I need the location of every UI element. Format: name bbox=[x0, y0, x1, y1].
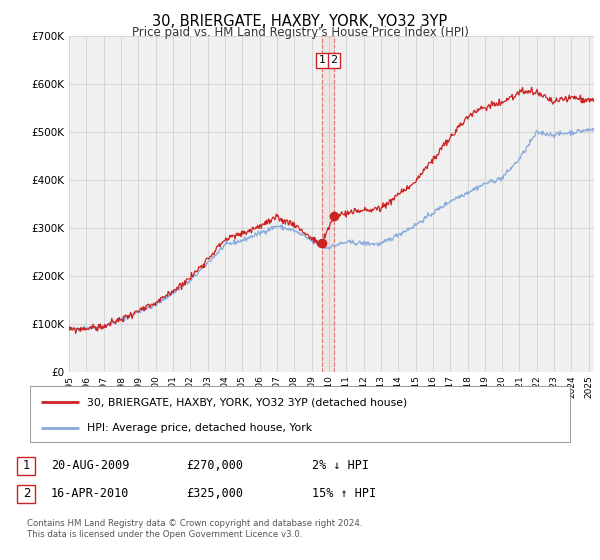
Text: 30, BRIERGATE, HAXBY, YORK, YO32 3YP: 30, BRIERGATE, HAXBY, YORK, YO32 3YP bbox=[152, 14, 448, 29]
Text: This data is licensed under the Open Government Licence v3.0.: This data is licensed under the Open Gov… bbox=[27, 530, 302, 539]
Text: £325,000: £325,000 bbox=[186, 487, 243, 501]
Text: 2: 2 bbox=[23, 487, 30, 501]
Text: 2: 2 bbox=[331, 55, 337, 66]
Text: Contains HM Land Registry data © Crown copyright and database right 2024.: Contains HM Land Registry data © Crown c… bbox=[27, 519, 362, 528]
Text: 30, BRIERGATE, HAXBY, YORK, YO32 3YP (detached house): 30, BRIERGATE, HAXBY, YORK, YO32 3YP (de… bbox=[86, 397, 407, 407]
Text: 20-AUG-2009: 20-AUG-2009 bbox=[51, 459, 130, 473]
Text: Price paid vs. HM Land Registry's House Price Index (HPI): Price paid vs. HM Land Registry's House … bbox=[131, 26, 469, 39]
Text: 15% ↑ HPI: 15% ↑ HPI bbox=[312, 487, 376, 501]
Text: 2% ↓ HPI: 2% ↓ HPI bbox=[312, 459, 369, 473]
Text: 16-APR-2010: 16-APR-2010 bbox=[51, 487, 130, 501]
Text: 1: 1 bbox=[319, 55, 326, 66]
Text: 1: 1 bbox=[23, 459, 30, 473]
Bar bbox=[322, 36, 334, 372]
Text: £270,000: £270,000 bbox=[186, 459, 243, 473]
Text: HPI: Average price, detached house, York: HPI: Average price, detached house, York bbox=[86, 423, 312, 433]
